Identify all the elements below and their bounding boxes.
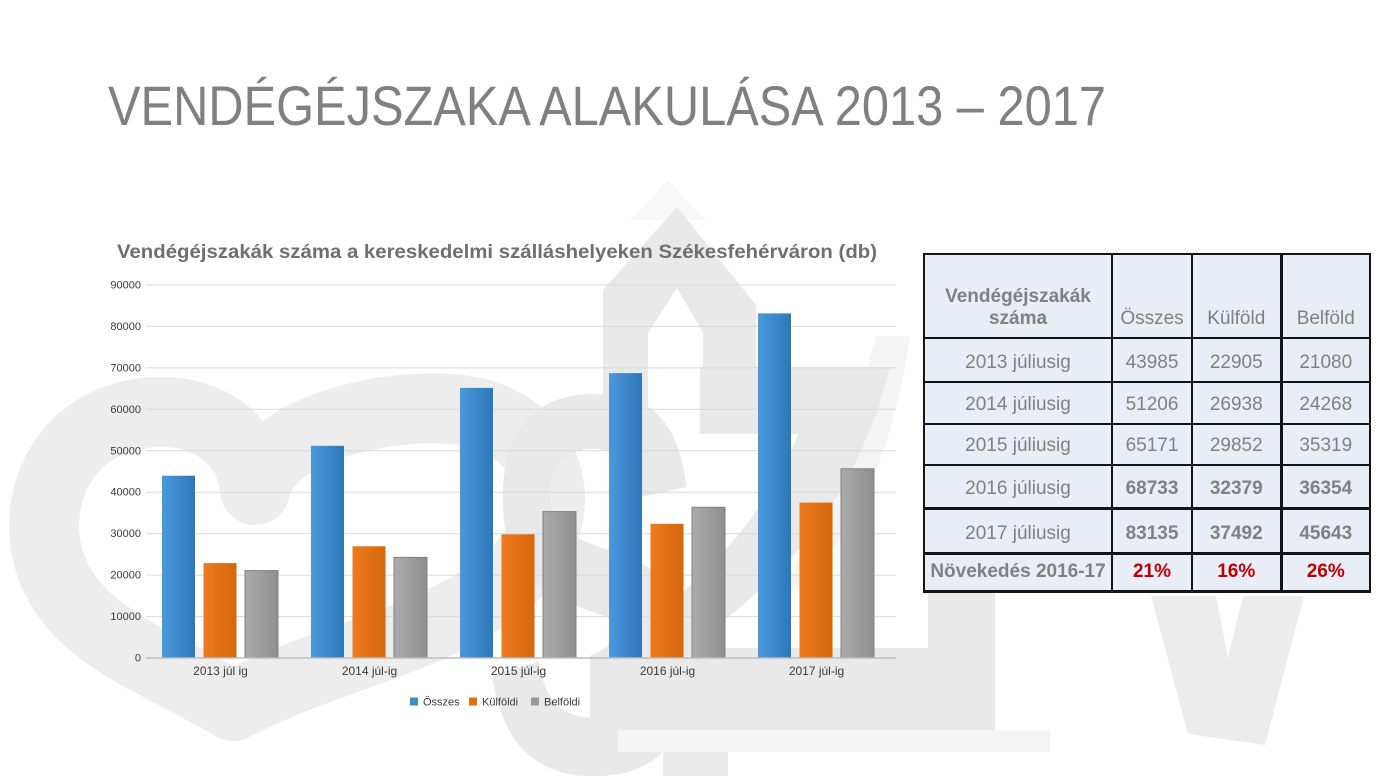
svg-text:Vendégéjszakák száma a kereske: Vendégéjszakák száma a kereskedelmi szál… <box>117 242 877 263</box>
svg-text:Külföldi: Külföldi <box>482 697 518 709</box>
svg-text:Összes: Összes <box>423 697 460 709</box>
svg-text:2013 júl ig: 2013 júl ig <box>193 664 248 678</box>
svg-text:20000: 20000 <box>110 570 141 582</box>
svg-text:10000: 10000 <box>110 611 141 623</box>
svg-text:50000: 50000 <box>110 445 141 457</box>
svg-text:2016 júl-ig: 2016 júl-ig <box>640 664 695 678</box>
svg-text:60000: 60000 <box>110 404 141 416</box>
svg-text:30000: 30000 <box>110 528 141 540</box>
svg-text:0: 0 <box>135 653 141 665</box>
svg-text:80000: 80000 <box>110 321 141 333</box>
svg-text:70000: 70000 <box>110 362 141 374</box>
svg-text:2017 júl-ig: 2017 júl-ig <box>789 664 844 678</box>
svg-text:90000: 90000 <box>110 280 141 292</box>
svg-text:Belföldi: Belföldi <box>544 697 580 709</box>
svg-text:VENDÉGÉJSZAKA ALAKULÁSA 2013 –: VENDÉGÉJSZAKA ALAKULÁSA 2013 – 2017 <box>108 74 1106 137</box>
svg-text:2014 júl-ig: 2014 júl-ig <box>342 664 397 678</box>
svg-text:40000: 40000 <box>110 487 141 499</box>
svg-text:2015 júl-ig: 2015 júl-ig <box>491 664 546 678</box>
